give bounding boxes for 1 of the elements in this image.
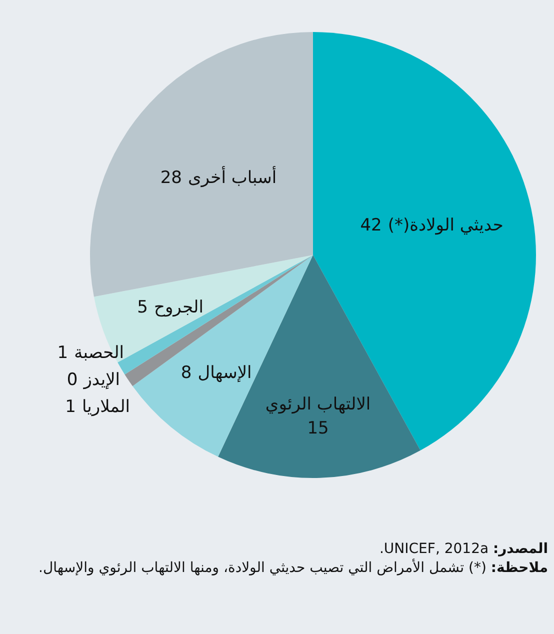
text: ملاحظة: (*) تشمل الأمراض التي تصيب حديثي الولادة، ومنها الالتهاب الرئوي والإسهال. xyxy=(38,559,548,578)
